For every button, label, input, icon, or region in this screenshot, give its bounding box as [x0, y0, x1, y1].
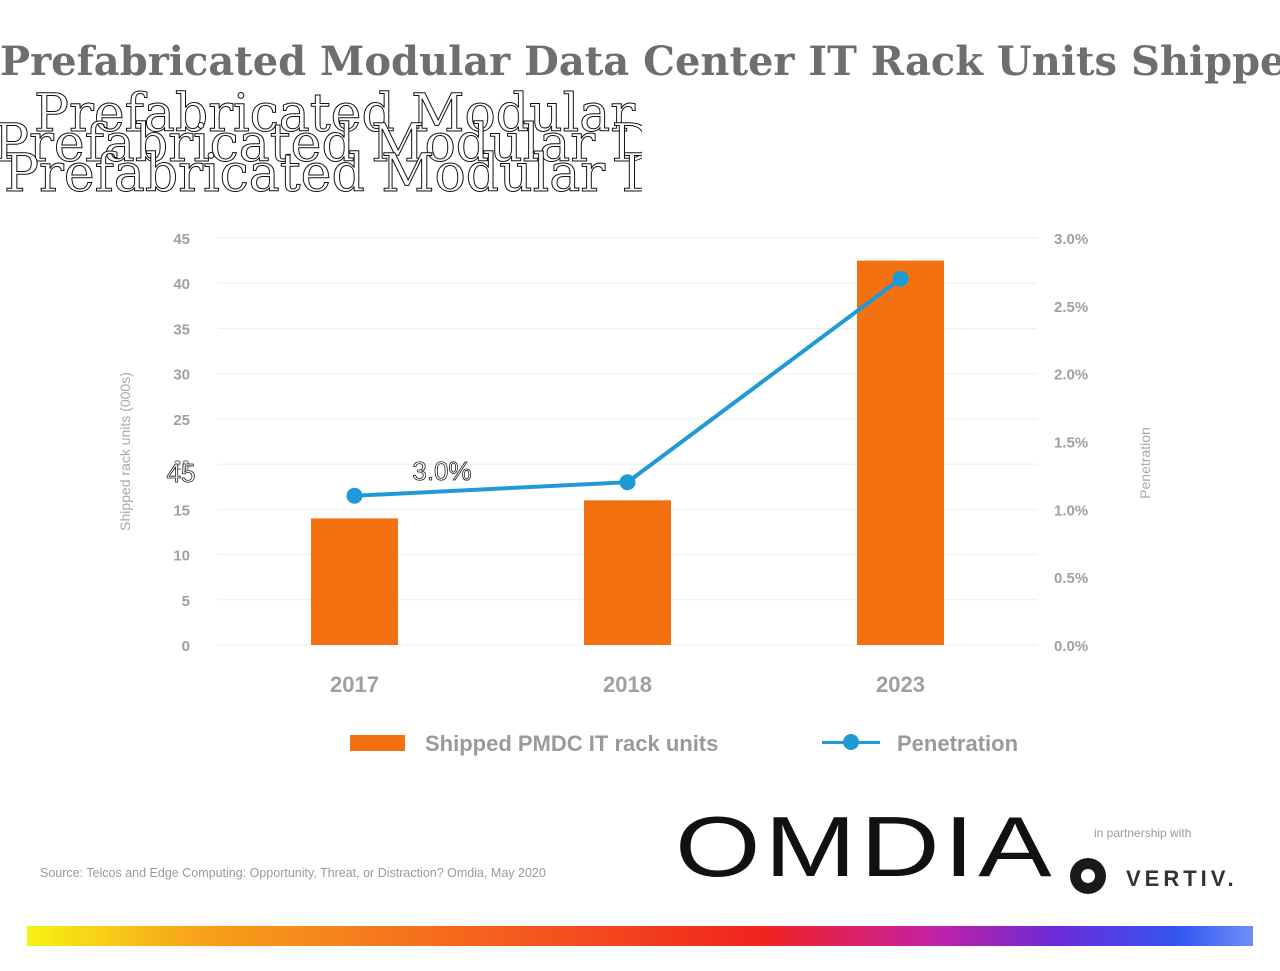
bar [311, 518, 398, 645]
bar [584, 500, 671, 645]
y2-axis-title: Penetration [1137, 427, 1153, 499]
source-note: Source: Telcos and Edge Computing: Oppor… [40, 866, 546, 880]
y2-tick-label: 3.0% [1054, 231, 1088, 248]
partner-text: in partnership with [1094, 826, 1192, 840]
line-point [619, 474, 636, 491]
y-tick-label: 0 [182, 638, 190, 655]
vertiv-wordmark: VERTIV. [1126, 866, 1238, 891]
y2-tick-label: 1.5% [1054, 435, 1088, 452]
y-tick-label: 35 [173, 321, 190, 338]
y-axis-title: Shipped rack units (000s) [117, 372, 133, 531]
vertiv-icon [1070, 858, 1106, 894]
y-tick-label: 45 [173, 231, 190, 248]
legend-line-marker [843, 734, 859, 750]
y-tick-label: 25 [173, 412, 190, 429]
line-point [892, 270, 909, 287]
y-tick-label: 20 [173, 457, 190, 474]
y2-tick-label: 1.0% [1054, 502, 1088, 519]
overlay-label: 3.0% [412, 456, 471, 486]
y-tick-label: 15 [173, 502, 190, 519]
omdia-logo: OMDIA [675, 798, 1056, 895]
y2-tick-label: 2.5% [1054, 299, 1088, 316]
bar [857, 260, 944, 645]
y2-tick-label: 0.0% [1054, 638, 1088, 655]
brand-gradient-bar [27, 926, 1253, 946]
legend-line-label: Penetration [897, 731, 1019, 756]
line-point [346, 487, 363, 504]
x-tick-label: 2017 [330, 672, 379, 697]
chart-legend: Shipped PMDC IT rack units Penetration [0, 728, 1280, 760]
chart-title: Prefabricated Modular Data Center IT Rac… [0, 38, 1280, 85]
x-tick-label: 2018 [603, 672, 652, 697]
x-tick-label: 2023 [876, 672, 925, 697]
y2-tick-label: 2.0% [1054, 367, 1088, 384]
legend-bar-swatch [350, 735, 405, 751]
y2-tick-label: 0.5% [1054, 570, 1088, 587]
combo-chart: 0 5 10 15 20 25 30 35 40 45 0.0% 0.5% 1.0% 1.5% 2.0% 2.… [117, 231, 1153, 697]
y-tick-label: 10 [173, 548, 190, 565]
y-tick-label: 40 [173, 276, 190, 293]
y-tick-label: 5 [182, 593, 190, 610]
y-tick-label: 30 [173, 367, 190, 384]
overlay-label: 45 [167, 458, 196, 488]
legend-bar-label: Shipped PMDC IT rack units [425, 731, 719, 756]
